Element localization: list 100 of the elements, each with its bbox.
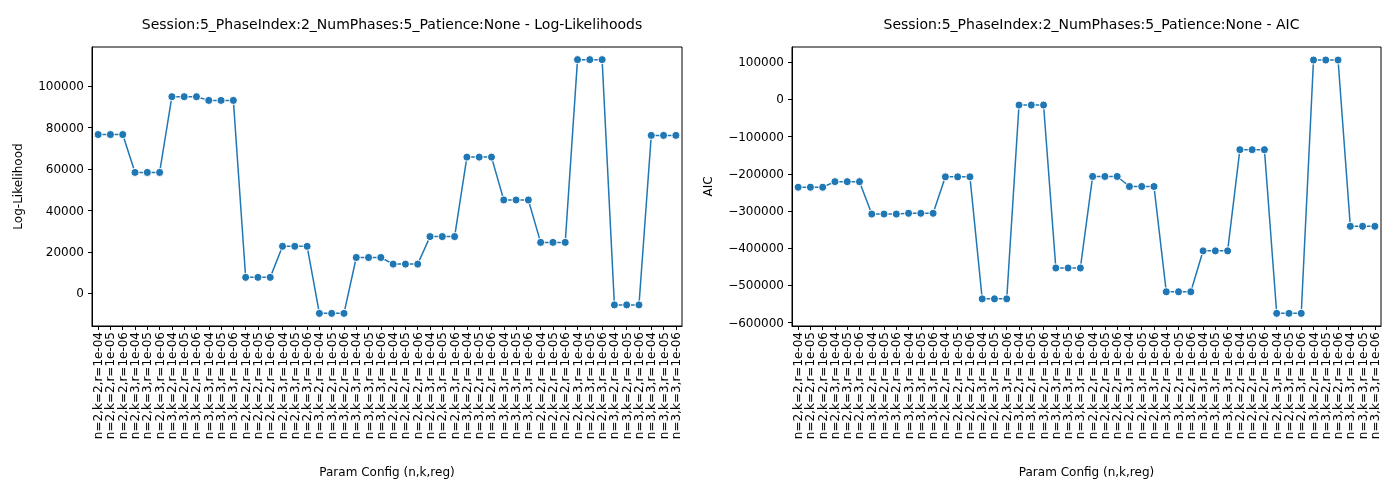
point bbox=[413, 259, 423, 269]
x-tick-label: n=3,k=2,r=1e-06 bbox=[189, 332, 204, 440]
x-tick-label: n=2,k=2,r=1e-04 bbox=[386, 332, 401, 440]
point bbox=[1321, 55, 1331, 65]
y-tick-label: −500000 bbox=[728, 278, 784, 293]
point bbox=[671, 130, 681, 140]
point bbox=[573, 55, 583, 65]
point bbox=[1223, 246, 1233, 256]
point bbox=[1137, 182, 1147, 191]
point bbox=[1186, 287, 1196, 297]
point bbox=[179, 92, 189, 102]
x-tick-label: n=3,k=2,r=1e-04 bbox=[312, 332, 327, 440]
x-tick-label: n=2,k=3,r=1e-05 bbox=[582, 332, 597, 440]
x-tick-label: n=3,k=3,r=1e-05 bbox=[913, 332, 928, 440]
x-tick-label: n=3,k=2,r=1e-06 bbox=[336, 332, 351, 440]
point bbox=[1002, 294, 1012, 304]
point bbox=[400, 259, 410, 269]
y-axis-title: AIC bbox=[701, 176, 715, 197]
point bbox=[1063, 263, 1073, 273]
point bbox=[1026, 100, 1036, 110]
x-tick-label: n=2,k=3,r=1e-04 bbox=[423, 332, 438, 440]
point bbox=[1161, 287, 1171, 297]
point bbox=[855, 177, 864, 187]
x-tick-label: n=2,k=3,r=1e-04 bbox=[827, 332, 842, 440]
point bbox=[1051, 263, 1061, 273]
x-tick-label: n=3,k=2,r=1e-05 bbox=[1171, 332, 1186, 440]
x-tick-label: n=2,k=3,r=1e-05 bbox=[1134, 332, 1149, 440]
x-tick-label: n=2,k=2,r=1e-04 bbox=[533, 332, 548, 440]
point bbox=[302, 241, 312, 251]
x-tick-label: n=3,k=3,r=1e-04 bbox=[1048, 332, 1063, 440]
point bbox=[842, 177, 852, 187]
point bbox=[879, 209, 889, 219]
point bbox=[793, 182, 803, 192]
x-tick-label: n=2,k=2,r=1e-06 bbox=[1110, 332, 1125, 440]
x-tick-label: n=2,k=2,r=1e-05 bbox=[545, 332, 560, 440]
x-tick-label: n=2,k=2,r=1e-04 bbox=[791, 332, 806, 440]
x-tick-label: n=2,k=3,r=1e-04 bbox=[275, 332, 290, 440]
point bbox=[364, 252, 374, 262]
y-tick-label: 100000 bbox=[38, 79, 84, 94]
x-tick-label: n=2,k=2,r=1e-05 bbox=[398, 332, 413, 440]
x-tick-label: n=2,k=2,r=1e-04 bbox=[1085, 332, 1100, 440]
x-tick-label: n=3,k=3,r=1e-05 bbox=[1061, 332, 1076, 440]
y-tick-label: 40000 bbox=[45, 203, 84, 218]
y-tick-label: −400000 bbox=[728, 241, 784, 256]
point bbox=[241, 272, 251, 282]
point bbox=[511, 195, 521, 205]
point bbox=[228, 95, 238, 105]
point bbox=[216, 95, 226, 105]
x-tick-label: n=3,k=2,r=1e-05 bbox=[877, 332, 892, 440]
x-tick-label: n=2,k=3,r=1e-06 bbox=[999, 332, 1014, 440]
x-tick-label: n=3,k=3,r=1e-06 bbox=[1367, 332, 1382, 440]
point bbox=[622, 300, 632, 310]
point bbox=[130, 167, 140, 177]
point bbox=[388, 259, 398, 269]
point bbox=[1075, 263, 1085, 273]
y-tick-label: 100000 bbox=[738, 55, 784, 70]
x-tick-label: n=2,k=3,r=1e-06 bbox=[1294, 332, 1309, 440]
x-tick-label: n=3,k=3,r=1e-06 bbox=[373, 332, 388, 440]
x-tick-label: n=3,k=3,r=1e-05 bbox=[509, 332, 524, 440]
point bbox=[916, 208, 926, 218]
point bbox=[253, 272, 263, 282]
point bbox=[1345, 221, 1355, 231]
point bbox=[1333, 55, 1343, 65]
x-tick-label: n=2,k=3,r=1e-04 bbox=[1269, 332, 1284, 440]
point bbox=[904, 208, 914, 218]
point bbox=[1235, 145, 1245, 155]
point bbox=[659, 130, 669, 140]
point bbox=[1039, 100, 1049, 110]
point bbox=[450, 232, 460, 242]
point bbox=[818, 182, 828, 192]
point bbox=[93, 130, 103, 140]
x-tick-label: n=2,k=2,r=1e-06 bbox=[1257, 332, 1272, 440]
point bbox=[1112, 171, 1122, 181]
x-tick-label: n=3,k=2,r=1e-06 bbox=[484, 332, 499, 440]
x-tick-label: n=2,k=2,r=1e-05 bbox=[103, 332, 118, 440]
point bbox=[548, 237, 558, 247]
point bbox=[609, 300, 619, 310]
point bbox=[1100, 171, 1110, 181]
x-tick-label: n=2,k=3,r=1e-06 bbox=[1146, 332, 1161, 440]
x-tick-label: n=3,k=2,r=1e-04 bbox=[864, 332, 879, 440]
x-tick-label: n=2,k=3,r=1e-06 bbox=[300, 332, 315, 440]
point bbox=[278, 241, 288, 251]
y-tick-label: −200000 bbox=[728, 166, 784, 181]
point bbox=[1296, 308, 1306, 318]
x-tick-label: n=2,k=3,r=1e-05 bbox=[840, 332, 855, 440]
x-tick-label: n=3,k=3,r=1e-05 bbox=[656, 332, 671, 440]
x-tick-label: n=3,k=3,r=1e-06 bbox=[1220, 332, 1235, 440]
x-tick-label: n=2,k=2,r=1e-06 bbox=[962, 332, 977, 440]
point bbox=[204, 95, 214, 105]
chart-title: Session:5_PhaseIndex:2_NumPhases:5_Patience:None - AIC bbox=[883, 16, 1300, 32]
x-tick-label: n=3,k=2,r=1e-06 bbox=[1036, 332, 1051, 440]
point bbox=[867, 209, 877, 219]
x-tick-label: n=3,k=3,r=1e-06 bbox=[668, 332, 683, 440]
point bbox=[327, 308, 337, 318]
x-tick-label: n=3,k=2,r=1e-05 bbox=[619, 332, 634, 440]
x-tick-label: n=2,k=3,r=1e-06 bbox=[152, 332, 167, 440]
x-axis-title: Param Config (n,k,reg) bbox=[319, 465, 455, 479]
point bbox=[1370, 221, 1380, 231]
x-tick-label: n=3,k=3,r=1e-04 bbox=[644, 332, 659, 440]
x-tick-label: n=2,k=2,r=1e-06 bbox=[410, 332, 425, 440]
